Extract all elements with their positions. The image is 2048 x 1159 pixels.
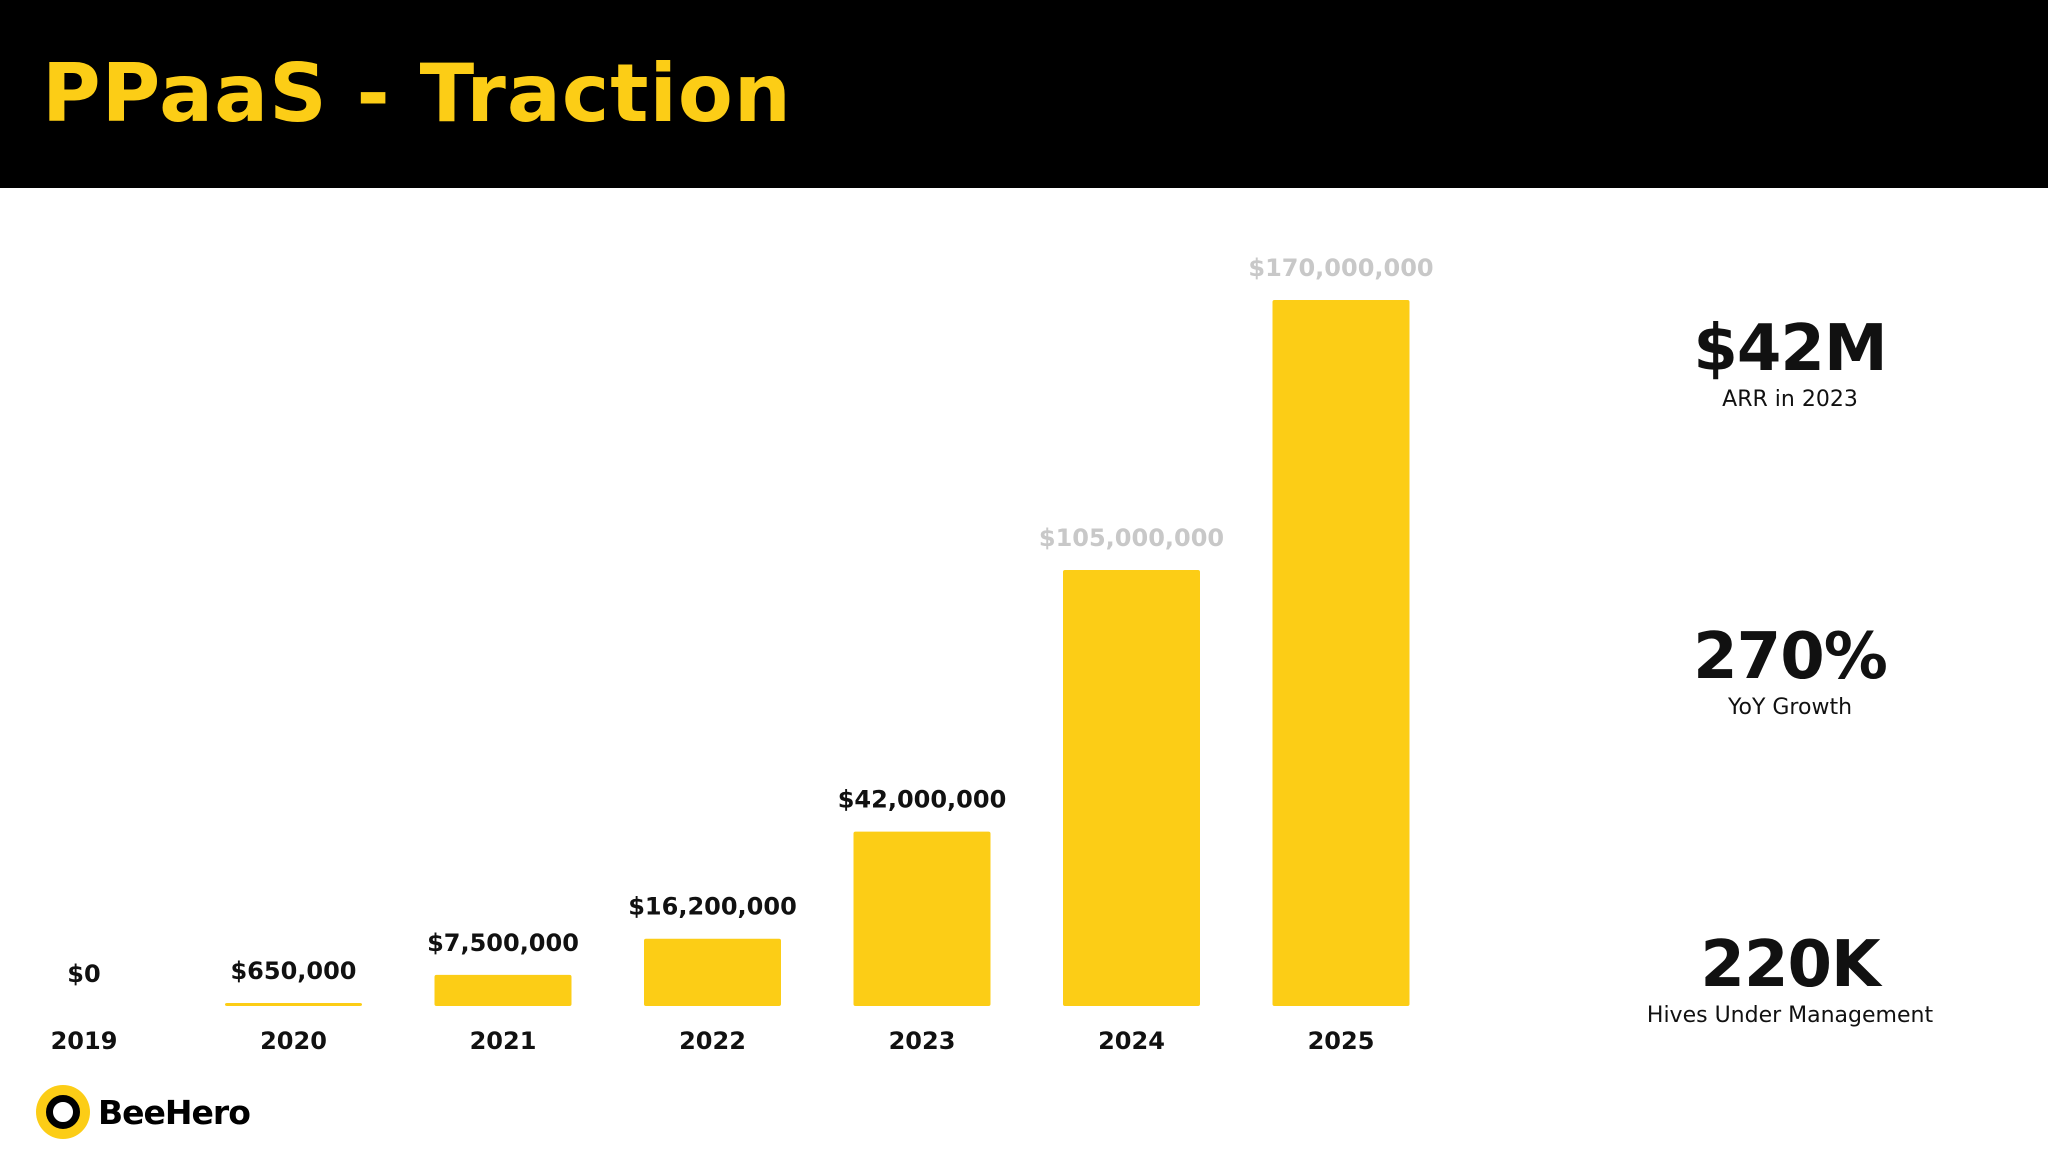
beehero-logo: BeeHero: [36, 1082, 251, 1142]
value-label-2021: $7,500,000: [427, 929, 579, 957]
value-label-2025: $170,000,000: [1248, 254, 1433, 282]
x-tick-2023: 2023: [889, 1027, 956, 1055]
kpi-arr-value: $42M: [1693, 312, 1887, 386]
kpi-growth-value: 270%: [1693, 620, 1888, 694]
x-tick-2019: 2019: [51, 1027, 118, 1055]
bar-2023: [853, 831, 991, 1006]
kpi-hives-label: Hives Under Management: [1646, 1003, 1934, 1028]
kpi-hives-value: 220K: [1700, 928, 1880, 1002]
x-tick-2021: 2021: [470, 1027, 537, 1055]
value-label-2022: $16,200,000: [628, 893, 797, 921]
value-label-2023: $42,000,000: [838, 786, 1007, 814]
slide-title: PPaaS - Traction: [42, 47, 792, 140]
kpi-arr: $42M ARR in 2023: [1600, 312, 1980, 414]
x-tick-2025: 2025: [1308, 1027, 1375, 1055]
x-tick-2022: 2022: [679, 1027, 746, 1055]
kpi-growth-label: YoY Growth: [1727, 695, 1853, 720]
value-label-2019: $0: [67, 960, 100, 988]
x-tick-2024: 2024: [1098, 1027, 1165, 1055]
logo-text: BeeHero: [98, 1092, 251, 1132]
bar-2022: [644, 938, 781, 1006]
beehero-logo-icon: [36, 1085, 90, 1139]
kpi-hives: 220K Hives Under Management: [1600, 928, 1980, 1030]
value-label-2024: $105,000,000: [1039, 524, 1224, 552]
value-label-2020: $650,000: [230, 957, 356, 985]
kpi-growth: 270% YoY Growth: [1600, 620, 1980, 722]
kpi-arr-label: ARR in 2023: [1722, 387, 1858, 412]
bar-2020: [225, 1003, 362, 1006]
bar-2024: [1063, 569, 1200, 1006]
bar-2021: [434, 974, 572, 1006]
slide-header: PPaaS - Traction: [0, 0, 2048, 188]
x-tick-2020: 2020: [260, 1027, 327, 1055]
bar-2025: [1272, 300, 1410, 1006]
revenue-bar-chart: $0 2019 $650,000 2020 $7,500,000 2021 $16,200,…: [51, 254, 1434, 1055]
